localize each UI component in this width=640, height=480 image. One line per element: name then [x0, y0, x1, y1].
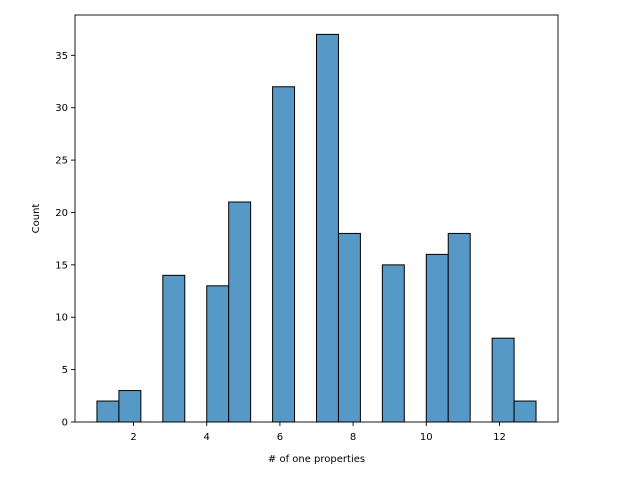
x-tick-label: 4 — [204, 432, 210, 443]
histogram-bar — [272, 86, 296, 423]
y-tick-label: 25 — [55, 156, 68, 167]
histogram-bar — [162, 274, 186, 423]
histogram-bar — [228, 201, 252, 423]
y-tick-label: 35 — [55, 51, 68, 62]
histogram-bar — [96, 400, 120, 423]
y-axis-label: Count — [31, 204, 42, 234]
y-tick-label: 0 — [62, 418, 68, 429]
histogram-bar — [316, 33, 339, 423]
y-tick-label: 20 — [55, 208, 68, 219]
histogram-bar — [513, 400, 537, 423]
y-tick-label: 30 — [55, 103, 68, 114]
histogram-bar — [381, 264, 405, 423]
x-tick-label: 8 — [350, 432, 356, 443]
x-axis-ticks: 2 4 6 8 10 12 — [130, 422, 506, 443]
histogram-bar — [447, 232, 471, 423]
x-tick-label: 12 — [493, 432, 506, 443]
y-axis-ticks: 0 5 10 15 20 25 30 35 — [55, 51, 75, 429]
histogram-bar — [118, 390, 142, 423]
histogram-bar — [425, 253, 449, 423]
histogram-bar — [337, 232, 361, 423]
y-tick-label: 15 — [55, 260, 68, 271]
x-tick-label: 2 — [130, 432, 136, 443]
y-tick-label: 5 — [62, 365, 68, 376]
x-tick-label: 6 — [277, 432, 283, 443]
y-tick-label: 10 — [55, 313, 68, 324]
bars-group — [96, 33, 537, 423]
x-axis-label: # of one properties — [268, 454, 365, 465]
x-tick-label: 10 — [420, 432, 433, 443]
histogram-bar — [206, 285, 230, 423]
plot-frame — [74, 14, 559, 423]
histogram-bar — [491, 337, 515, 423]
